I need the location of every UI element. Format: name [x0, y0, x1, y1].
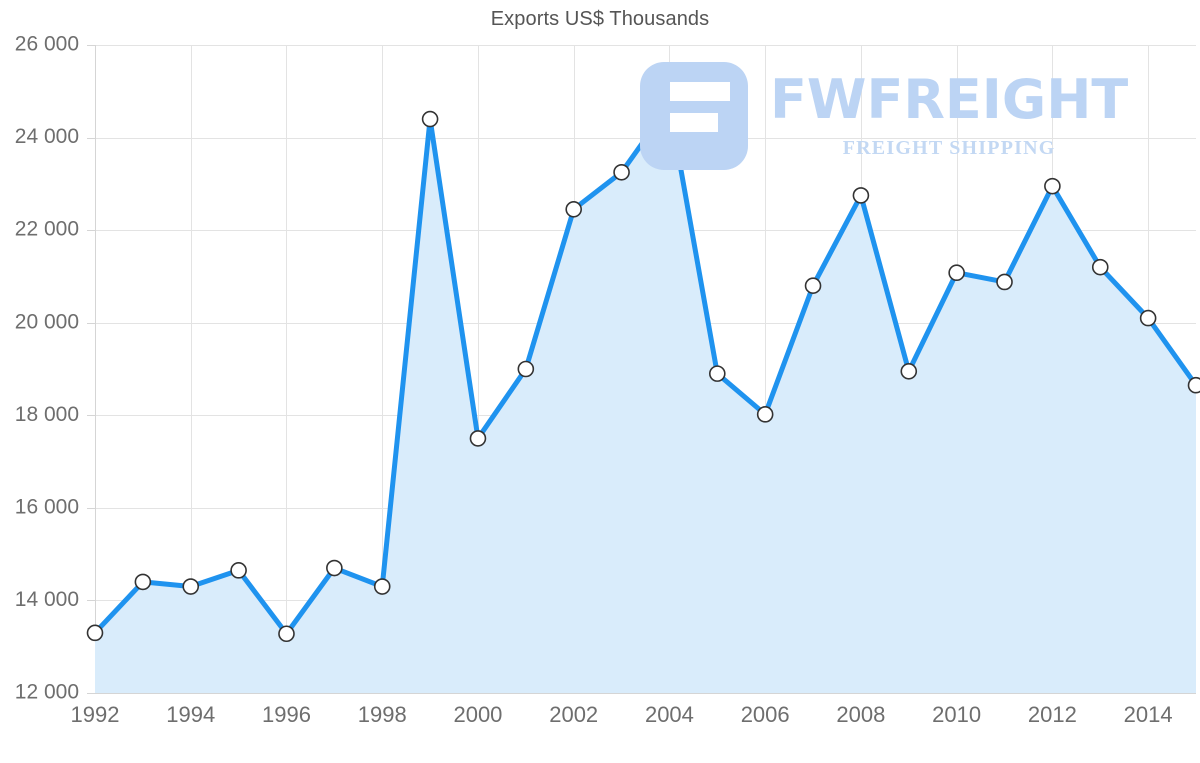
data-point-marker[interactable]: [182, 578, 200, 595]
data-point-marker[interactable]: [565, 201, 583, 218]
data-point-marker[interactable]: [469, 430, 487, 447]
x-axis-tick-labels: 1992 1994 1996 1998 2000 2002 2004 2006 2008 2010…: [71, 702, 1173, 727]
data-point-marker[interactable]: [852, 187, 870, 204]
x-axis-tick-label: 2012: [1028, 702, 1077, 727]
data-point-marker[interactable]: [1139, 309, 1157, 327]
x-axis-tick-label: 2004: [645, 702, 694, 727]
data-point-marker[interactable]: [278, 625, 295, 643]
data-point-marker[interactable]: [421, 110, 439, 128]
data-point-marker[interactable]: [326, 559, 343, 577]
data-point-marker[interactable]: [661, 96, 678, 114]
axis-lines: [87, 45, 1196, 694]
x-axis-tick-label: 2014: [1124, 702, 1173, 727]
y-axis-tick-label: 26 000: [15, 33, 79, 56]
data-point-marker[interactable]: [86, 624, 104, 642]
x-axis-tick-label: 2010: [932, 702, 981, 727]
data-point-marker[interactable]: [1091, 258, 1109, 276]
data-point-marker[interactable]: [948, 264, 965, 282]
data-point-marker[interactable]: [756, 406, 774, 423]
x-axis-tick-label: 2000: [453, 702, 502, 727]
x-axis-tick-label: 2008: [836, 702, 885, 727]
series-area: [95, 105, 1196, 694]
y-axis-tick-label: 22 000: [15, 218, 79, 241]
data-point-marker[interactable]: [613, 163, 630, 181]
y-axis-tick-label: 12 000: [15, 681, 79, 704]
data-point-marker[interactable]: [804, 277, 822, 294]
data-point-marker[interactable]: [708, 365, 726, 382]
x-axis-tick-label: 2002: [549, 702, 598, 727]
y-axis-tick-label: 18 000: [15, 403, 79, 426]
x-axis-tick-label: 1998: [358, 702, 407, 727]
data-point-marker[interactable]: [134, 573, 152, 591]
area-fill: [95, 105, 1196, 694]
y-axis-tick-labels: 12 000 14 000 16 000 18 000 20 000 22 000 24 0…: [15, 33, 79, 704]
y-axis-tick-label: 20 000: [15, 310, 79, 333]
data-point-marker[interactable]: [900, 363, 918, 380]
x-axis-tick-label: 1992: [71, 702, 120, 727]
y-axis-tick-label: 14 000: [15, 588, 79, 611]
y-axis-tick-label: 24 000: [15, 125, 79, 148]
data-point-marker[interactable]: [1044, 177, 1061, 195]
data-point-marker[interactable]: [373, 578, 391, 595]
data-point-marker[interactable]: [230, 562, 247, 579]
data-point-marker[interactable]: [1187, 376, 1200, 394]
y-axis-tick-label: 16 000: [15, 495, 79, 518]
data-point-marker[interactable]: [996, 273, 1013, 291]
x-axis-tick-label: 2006: [741, 702, 790, 727]
x-axis-tick-label: 1996: [262, 702, 311, 727]
chart-title: Exports US$ Thousands: [490, 8, 710, 30]
x-axis-tick-label: 1994: [166, 702, 215, 727]
data-point-marker[interactable]: [517, 360, 535, 378]
